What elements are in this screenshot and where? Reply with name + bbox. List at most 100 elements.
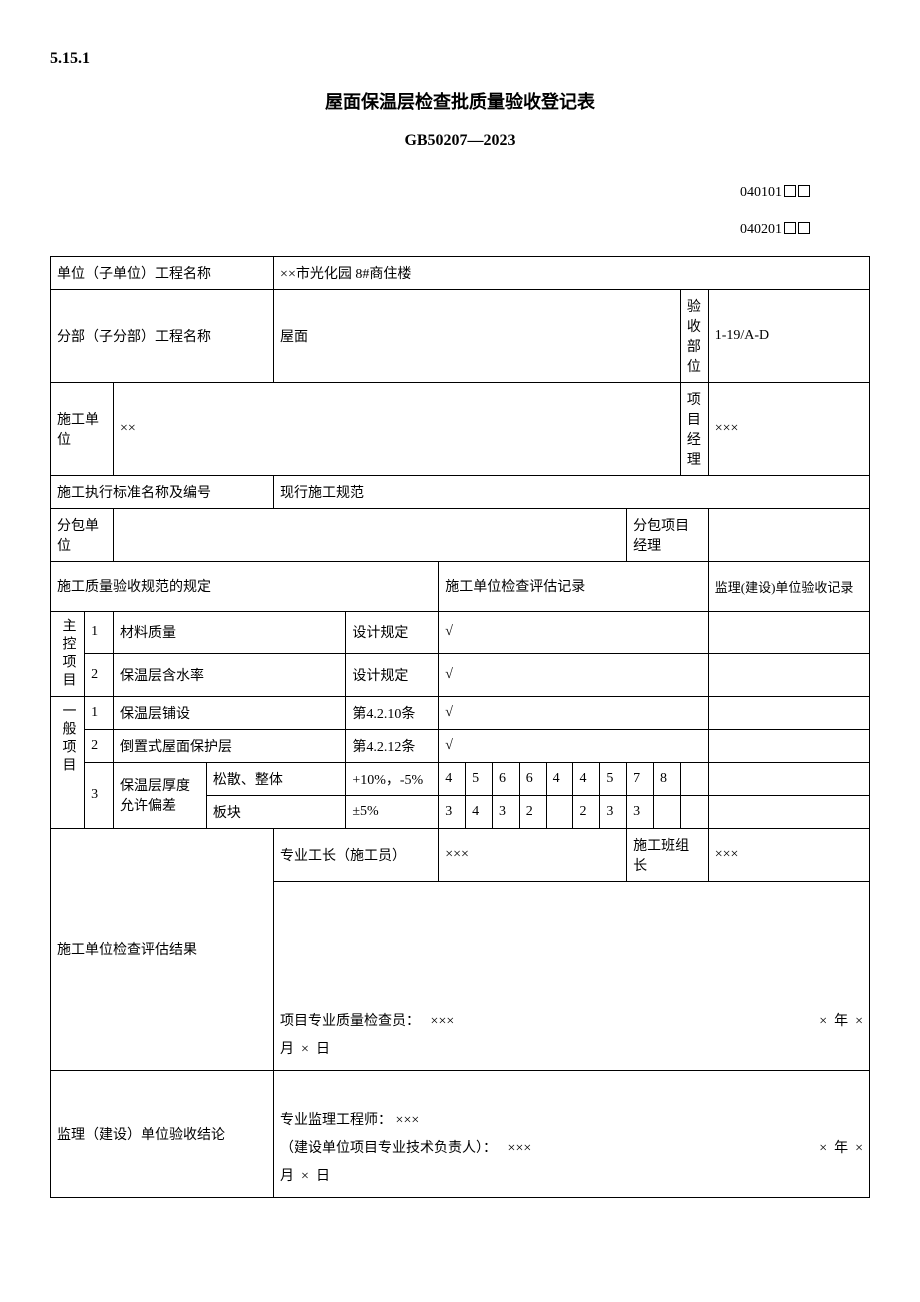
label-supervise-conclusion: 监理（建设）单位验收结论	[51, 1070, 274, 1197]
main-item-criterion: 设计规定	[346, 654, 439, 697]
main-item-row: 2 保温层含水率 设计规定 √	[51, 654, 870, 697]
val	[546, 795, 573, 828]
gen-name: 保温层铺设	[113, 696, 345, 729]
gen-supervise	[708, 762, 869, 795]
val: 2	[573, 795, 600, 828]
main-item-no: 1	[85, 611, 114, 654]
gen-criterion-a: +10%，-5%	[346, 762, 439, 795]
label-subcontractor: 分包单位	[51, 508, 114, 561]
label-foreman: 专业工长（施工员）	[274, 828, 439, 881]
val	[680, 762, 708, 795]
val: 4	[573, 762, 600, 795]
val	[654, 795, 681, 828]
gen-sub-b: 板块	[206, 795, 345, 828]
checkbox-empty	[784, 185, 796, 197]
row-subcontractor: 分包单位 分包项目经理	[51, 508, 870, 561]
code-line-1: 040101	[50, 178, 870, 209]
page-title: 屋面保温层检查批质量验收登记表	[50, 88, 870, 114]
gen-criterion: 第4.2.12条	[346, 729, 439, 762]
date-2: × 年 ×	[819, 1135, 863, 1163]
main-item-name: 材料质量	[113, 611, 345, 654]
val: 5	[600, 762, 627, 795]
label-eval-result: 施工单位检查评估结果	[51, 828, 274, 1070]
date-1: × 年 ×	[819, 1008, 863, 1036]
header-spec: 施工质量验收规范的规定	[51, 561, 439, 611]
gen-no: 1	[85, 696, 114, 729]
label-sup-eng: 专业监理工程师：	[280, 1113, 392, 1128]
val: 3	[439, 795, 466, 828]
gen-check: √	[439, 696, 708, 729]
value-sub-project: 屋面	[274, 289, 681, 382]
gen-no-3: 3	[85, 762, 114, 828]
gen-name-3: 保温层厚度允许偏差	[113, 762, 206, 828]
val: 7	[627, 762, 654, 795]
code-line-2: 040201	[50, 215, 870, 246]
gen-sub-a: 松散、整体	[206, 762, 345, 795]
row-headers: 施工质量验收规范的规定 施工单位检查评估记录 监理(建设)单位验收记录	[51, 561, 870, 611]
label-exec-standard: 施工执行标准名称及编号	[51, 475, 274, 508]
val: 3	[492, 795, 519, 828]
qc-name: ×××	[431, 1014, 455, 1029]
value-foreman: ×××	[439, 828, 627, 881]
section-number: 5.15.1	[50, 50, 870, 68]
sup-name: ×××	[396, 1113, 420, 1128]
main-item-name: 保温层含水率	[113, 654, 345, 697]
val: 2	[519, 795, 546, 828]
tech-lead-name: ×××	[508, 1141, 532, 1156]
header-record: 施工单位检查评估记录	[439, 561, 708, 611]
label-accept-part: 验收部位	[680, 289, 708, 382]
val: 8	[654, 762, 681, 795]
code1: 040101	[740, 185, 782, 200]
main-items-label: 主控项目	[51, 611, 85, 696]
checkbox-empty	[798, 185, 810, 197]
gen-criterion: 第4.2.10条	[346, 696, 439, 729]
general-item-row: 2 倒置式屋面保护层 第4.2.12条 √	[51, 729, 870, 762]
checkbox-empty	[798, 222, 810, 234]
row-foreman: 施工单位检查评估结果 专业工长（施工员） ××× 施工班组长 ×××	[51, 828, 870, 881]
inspection-form-table: 单位（子单位）工程名称 ××市光化园 8#商住楼 分部（子分部）工程名称 屋面 …	[50, 256, 870, 1198]
val: 4	[546, 762, 573, 795]
main-item-no: 2	[85, 654, 114, 697]
gen-supervise	[708, 696, 869, 729]
gen-name: 倒置式屋面保护层	[113, 729, 345, 762]
value-project-manager: ×××	[708, 382, 869, 475]
row-sub-project: 分部（子分部）工程名称 屋面 验收部位 1-19/A-D	[51, 289, 870, 382]
main-item-check: √	[439, 611, 708, 654]
val: 4	[439, 762, 466, 795]
header-supervise: 监理(建设)单位验收记录	[708, 561, 869, 611]
value-construction-unit: ××	[113, 382, 680, 475]
main-item-check: √	[439, 654, 708, 697]
gen-criterion-b: ±5%	[346, 795, 439, 828]
row-construction-unit: 施工单位 ×× 项目经理 ×××	[51, 382, 870, 475]
value-sub-pm	[708, 508, 869, 561]
label-project-manager: 项目经理	[680, 382, 708, 475]
label-sub-pm: 分包项目经理	[627, 508, 709, 561]
val: 6	[492, 762, 519, 795]
label-team-leader: 施工班组长	[627, 828, 709, 881]
value-team-leader: ×××	[708, 828, 869, 881]
label-unit-project: 单位（子单位）工程名称	[51, 256, 274, 289]
main-item-supervise	[708, 654, 869, 697]
val: 5	[466, 762, 493, 795]
row-supervise-conclusion: 监理（建设）单位验收结论 专业监理工程师： ××× （建设单位项目专业技术负责人…	[51, 1070, 870, 1197]
eval-result-block: 项目专业质量检查员： ××× × 年 × 月 × 日	[274, 881, 870, 1070]
row-unit-project: 单位（子单位）工程名称 ××市光化园 8#商住楼	[51, 256, 870, 289]
general-item-row-3a: 3 保温层厚度允许偏差 松散、整体 +10%，-5% 4 5 6 6 4 4 5…	[51, 762, 870, 795]
label-qc: 项目专业质量检查员：	[280, 1014, 420, 1029]
gen-supervise	[708, 795, 869, 828]
val	[680, 795, 708, 828]
value-exec-standard: 现行施工规范	[274, 475, 870, 508]
gen-no: 2	[85, 729, 114, 762]
main-item-supervise	[708, 611, 869, 654]
val: 6	[519, 762, 546, 795]
label-construction-unit: 施工单位	[51, 382, 114, 475]
val: 3	[600, 795, 627, 828]
val: 4	[466, 795, 493, 828]
main-item-criterion: 设计规定	[346, 611, 439, 654]
gen-check: √	[439, 729, 708, 762]
value-subcontractor	[113, 508, 626, 561]
code2: 040201	[740, 222, 782, 237]
general-items-label: 一般项目	[51, 696, 85, 828]
main-item-row: 主控项目 1 材料质量 设计规定 √	[51, 611, 870, 654]
general-item-row: 一般项目 1 保温层铺设 第4.2.10条 √	[51, 696, 870, 729]
